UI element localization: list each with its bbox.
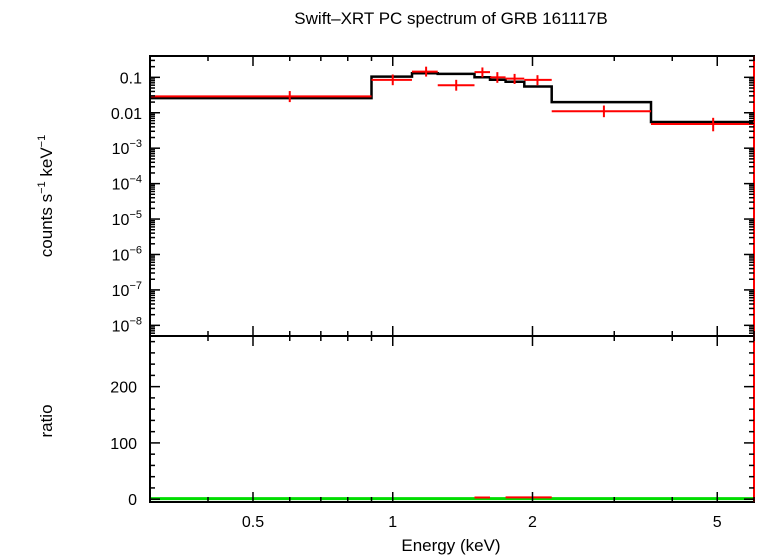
ratio-panel-frame (149, 335, 755, 503)
ratio-panel-series (150, 496, 754, 501)
model-histogram (150, 72, 754, 124)
y-tick-label: 10−8 (112, 315, 142, 335)
x-tick-label: 1 (388, 514, 397, 531)
y-tick-label: 200 (110, 380, 137, 397)
data-point-2 (371, 74, 412, 86)
y-axis-label-spectrum: counts s−1 keV−1 (36, 135, 56, 257)
y-tick-label: 0.01 (111, 106, 142, 123)
data-point-10 (651, 117, 754, 132)
y-tick-label: 100 (110, 436, 137, 453)
y-tick-label: 0.1 (120, 70, 142, 87)
data-point-9 (551, 105, 652, 118)
x-axis-label: Energy (keV) (401, 536, 500, 555)
x-tick-label: 0.5 (242, 514, 264, 531)
y-axis-label-ratio: ratio (37, 404, 56, 437)
model-step-line (150, 72, 754, 124)
chart-titles: Swift–XRT PC spectrum of GRB 161117B Ener… (36, 9, 608, 555)
data-point-6 (490, 72, 506, 83)
y-tick-label: 10−6 (112, 244, 142, 264)
data-point-7 (505, 73, 525, 84)
data-point-8 (524, 75, 552, 86)
y-tick-label: 10−7 (112, 280, 142, 300)
y-tick-label: 10−5 (112, 209, 142, 229)
chart-title: Swift–XRT PC spectrum of GRB 161117B (294, 9, 607, 28)
data-point-4 (437, 79, 475, 91)
y-tick-label: 10−3 (112, 138, 142, 158)
y-tick-label: 10−4 (112, 174, 142, 194)
data-point-1 (150, 91, 372, 103)
axis-ticks (149, 55, 755, 502)
tick-labels: 0.5 1 2 5 0.1 0.01 10−3 10−4 10−5 10−6 10−7 10−8 0 10… (110, 70, 721, 531)
data-point-3 (411, 66, 438, 77)
y-tick-label: 0 (128, 492, 137, 509)
data-points (150, 66, 754, 132)
data-point-5 (474, 67, 491, 78)
x-tick-label: 5 (713, 514, 722, 531)
x-tick-label: 2 (528, 514, 537, 531)
